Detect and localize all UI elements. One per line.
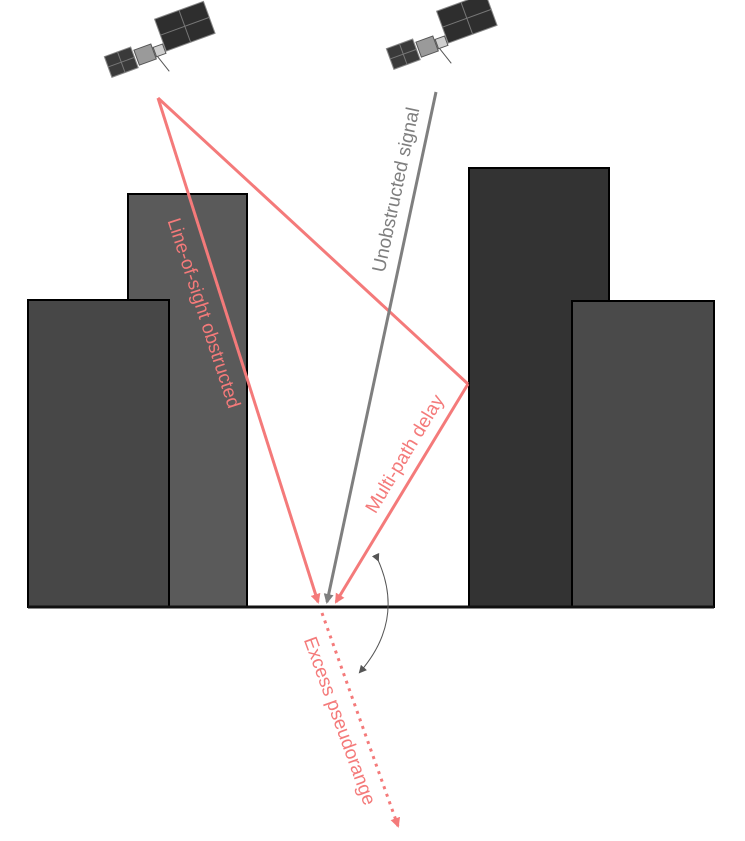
multipath-incoming-signal — [156, 96, 470, 386]
excess-pseudorange-line — [320, 612, 401, 828]
label-multipath: Multi-path delay — [362, 391, 449, 517]
unobstructed-signal — [323, 91, 438, 604]
multipath-reflected-signal — [334, 383, 470, 604]
building-right-front — [571, 300, 715, 608]
angle-arc — [358, 552, 389, 674]
satellite-icon — [103, 0, 216, 78]
line-of-sight-signal — [156, 97, 321, 604]
satellite-icon — [385, 0, 498, 70]
building-left-front — [27, 299, 170, 608]
